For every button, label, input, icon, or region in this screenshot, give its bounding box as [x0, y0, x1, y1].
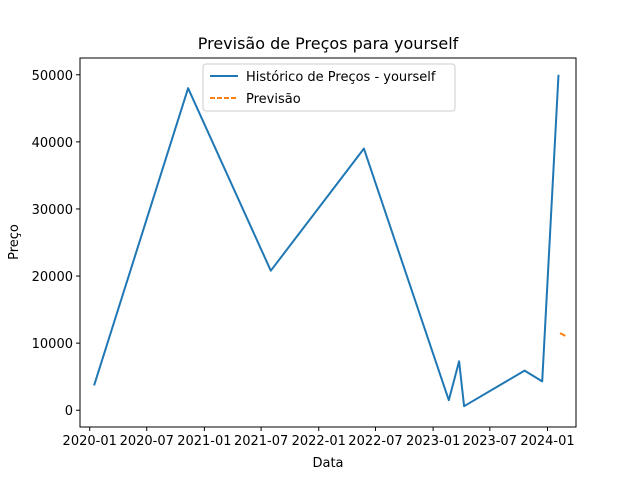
legend-label-previsao: Previsão [246, 92, 301, 107]
x-axis-label: Data [312, 456, 343, 471]
x-tick-label: 2022-01 [292, 434, 346, 449]
series-line-1 [559, 332, 567, 338]
x-tick-label: 2024-01 [520, 434, 574, 449]
y-tick-label: 10000 [32, 337, 73, 352]
x-tick-label: 2022-07 [348, 434, 402, 449]
x-tick-label: 2020-01 [63, 434, 117, 449]
x-tick-label: 2021-01 [177, 434, 231, 449]
y-tick-label: 40000 [32, 136, 73, 151]
plot-frame [79, 57, 577, 428]
plot-area: 2020-01 2020-07 2021-01 2021-07 2022-01 2022-… [32, 69, 575, 449]
x-tick-label: 2023-01 [406, 434, 460, 449]
x-tick-label: 2021-07 [234, 434, 288, 449]
x-tick-label: 2020-07 [120, 434, 174, 449]
legend-label-historico: Histórico de Preços - yourself [246, 70, 436, 85]
y-tick-label: 50000 [32, 69, 73, 84]
legend-box [202, 63, 456, 112]
x-tick-label: 2023-07 [463, 434, 517, 449]
legend: Histórico de Preços - yourself Previsão [202, 63, 456, 112]
y-tick-label: 30000 [32, 203, 73, 218]
series-line-0 [93, 74, 560, 408]
y-tick-label: 0 [65, 404, 73, 419]
chart-title: Previsão de Preços para yourself [198, 34, 459, 53]
y-tick-label: 20000 [32, 270, 73, 285]
y-axis-label: Preço [7, 224, 22, 260]
